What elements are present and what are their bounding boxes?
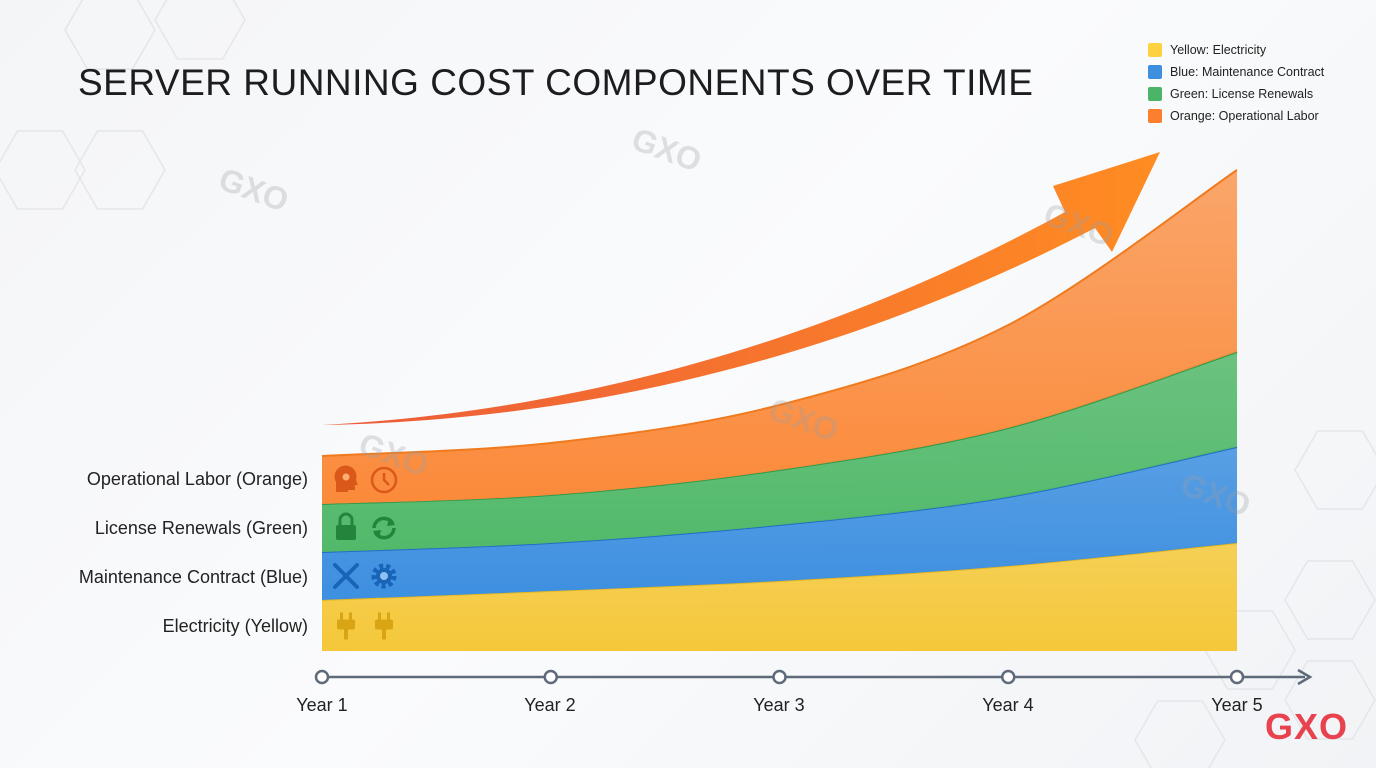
legend-swatch <box>1148 65 1162 79</box>
background-hexagon <box>74 130 166 210</box>
x-axis-arrow <box>1297 668 1313 686</box>
legend-item-electricity: Yellow: Electricity <box>1148 39 1324 61</box>
legend-item-maintenance: Blue: Maintenance Contract <box>1148 61 1324 83</box>
plug-icon <box>375 612 393 640</box>
legend-label: Green: License Renewals <box>1170 87 1314 101</box>
background-hexagon <box>1284 560 1376 640</box>
legend-item-labor: Orange: Operational Labor <box>1148 105 1324 127</box>
x-tick-label: Year 2 <box>524 695 576 715</box>
x-tick-label: Year 4 <box>982 695 1034 715</box>
row-label-license: License Renewals (Green) <box>94 518 308 538</box>
series-line <box>321 169 1238 457</box>
brand-logo: GXO <box>1264 706 1348 747</box>
wrench-screwdriver-icon <box>333 563 359 589</box>
x-tick-marker <box>314 669 330 685</box>
row-label-labor: Operational Labor (Orange) <box>86 469 308 489</box>
watermark: GXO <box>214 161 293 219</box>
trend-arrow <box>322 152 1160 425</box>
background-hexagon <box>154 0 246 60</box>
legend-swatch <box>1148 87 1162 101</box>
background-hexagon <box>1294 430 1376 510</box>
plug-icon <box>337 612 355 640</box>
area-orange <box>322 170 1237 504</box>
lock-icon <box>336 512 356 540</box>
x-tick-label: Year 5 <box>1211 695 1263 715</box>
background-hexagon <box>0 130 86 210</box>
legend-swatch <box>1148 109 1162 123</box>
person-head-icon <box>334 465 358 492</box>
watermark: GXO <box>627 121 706 179</box>
refresh-icon <box>372 516 396 540</box>
legend-label: Orange: Operational Labor <box>1170 109 1319 123</box>
clock-icon <box>370 466 398 494</box>
area-green <box>322 352 1237 552</box>
legend-label: Yellow: Electricity <box>1170 43 1267 57</box>
legend-label: Blue: Maintenance Contract <box>1170 65 1325 79</box>
row-label-electricity: Electricity (Yellow) <box>162 616 308 636</box>
legend-swatch <box>1148 43 1162 57</box>
area-blue <box>322 447 1237 600</box>
background-hexagon <box>1284 660 1376 740</box>
chart-title: SERVER RUNNING COST COMPONENTS OVER TIME <box>78 62 1034 103</box>
legend-item-license: Green: License Renewals <box>1148 83 1324 105</box>
background-hexagon <box>64 0 156 70</box>
row-label-maintenance: Maintenance Contract (Blue) <box>78 567 308 587</box>
x-tick-marker <box>1229 669 1245 685</box>
gear-icon <box>371 563 397 589</box>
x-tick-marker <box>772 669 787 685</box>
x-tick-label: Year 3 <box>753 695 805 715</box>
x-tick-marker <box>543 669 558 685</box>
area-yellow <box>322 543 1237 651</box>
x-tick-marker <box>1001 669 1016 685</box>
background-hexagon <box>1134 700 1226 768</box>
x-tick-label: Year 1 <box>296 695 348 715</box>
legend: Yellow: Electricity Blue: Maintenance Co… <box>1148 39 1324 127</box>
